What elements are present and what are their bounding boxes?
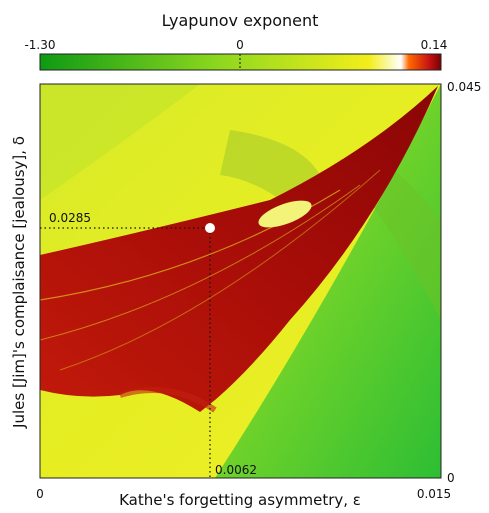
marked-point [205,223,215,233]
periodic-island [258,200,312,228]
y-tick-min: 0 [447,471,455,485]
y-axis-label: Jules [Jim]'s complaisance [jealousy], δ [10,136,28,429]
colorbar-tick-min: -1.30 [24,38,55,52]
x-axis-label: Kathe's forgetting asymmetry, ε [119,491,361,509]
colorbar-tick-max: 0.14 [421,38,448,52]
marked-x-label: 0.0062 [215,463,257,477]
y-tick-max: 0.045 [447,80,481,94]
heatmap-plot [40,84,441,478]
stable-region-right [215,84,441,478]
marked-y-label: 0.0285 [49,211,91,225]
chaotic-fringe [119,387,217,413]
stable-region-upper [40,84,200,200]
chaotic-region [40,86,438,412]
x-tick-max: 0.015 [417,487,451,501]
periodic-window [40,184,361,341]
periodic-window [59,169,381,371]
colorbar-tick-zero: 0 [236,38,244,52]
plot-frame [39,83,442,479]
colorbar-title: Lyapunov exponent [162,11,319,30]
x-tick-min: 0 [36,487,44,501]
